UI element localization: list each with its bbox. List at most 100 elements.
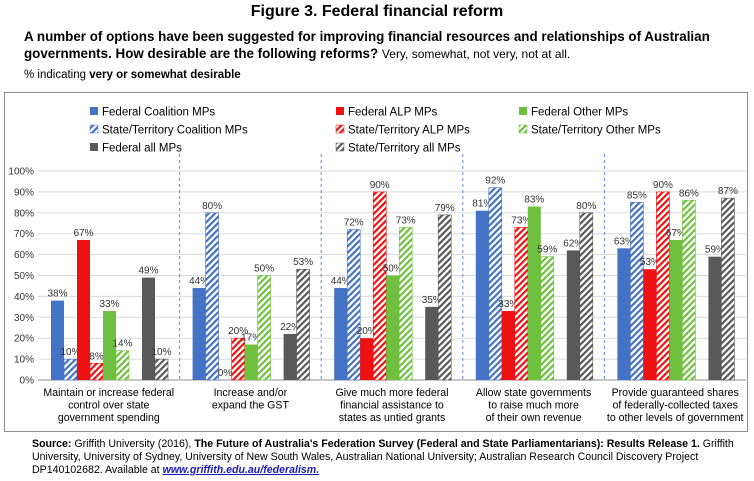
legend-swatch-federal-alp-mps: [336, 107, 344, 115]
data-label-federal-all-mps: 35%: [422, 295, 442, 306]
data-label-state-territory-alp-mps: 90%: [653, 180, 673, 191]
y-tick-label: 0%: [20, 376, 35, 387]
bar-federal-other-mps: [386, 275, 400, 380]
data-label-state-territory-all-mps: 87%: [718, 186, 738, 197]
bar-federal-other-mps: [527, 206, 541, 380]
bar-state-territory-alp-mps: [89, 362, 104, 381]
bar-federal-other-mps: [669, 239, 683, 380]
bar-federal-all-mps: [425, 306, 439, 380]
bar-federal-coalition-mps: [51, 300, 64, 380]
data-label-federal-other-mps: 50%: [383, 264, 403, 275]
data-label-state-territory-other-mps: 86%: [679, 188, 699, 199]
bar-state-territory-all-mps: [721, 197, 735, 381]
y-tick-label: 60%: [14, 250, 34, 261]
data-label-federal-coalition-mps: 81%: [472, 199, 492, 210]
bar-federal-other-mps: [103, 311, 116, 380]
data-label-state-territory-coalition-mps: 80%: [202, 201, 222, 212]
data-label-state-territory-other-mps: 50%: [254, 264, 274, 275]
legend-label-state-territory-other-mps: State/Territory Other MPs: [531, 125, 661, 137]
note-bold: very or somewhat desirable: [89, 69, 241, 81]
data-label-federal-all-mps: 59%: [705, 245, 725, 256]
y-tick-label: 80%: [14, 208, 34, 219]
bar-state-territory-all-mps: [296, 268, 310, 381]
legend-label-state-territory-all-mps: State/Territory all MPs: [348, 143, 461, 155]
bar-federal-alp-mps: [360, 338, 374, 380]
category-label: Allow state governments: [476, 387, 591, 399]
bar-federal-coalition-mps: [334, 288, 348, 380]
bar-state-territory-other-mps: [682, 199, 696, 381]
bar-state-territory-coalition-mps: [346, 229, 361, 381]
data-label-federal-alp-mps: 20%: [357, 326, 377, 337]
category-label: expand the GST: [212, 400, 290, 412]
source-link[interactable]: www.griffith.edu.au/federalism.: [162, 464, 320, 476]
question-scale: Very, somewhat, not very, not at all.: [381, 47, 571, 61]
legend-swatch-state-territory-alp-mps: [335, 124, 345, 134]
y-tick-label: 20%: [14, 334, 34, 345]
data-label-state-territory-alp-mps: 20%: [228, 326, 248, 337]
bar-state-territory-coalition-mps: [488, 187, 503, 381]
bar-federal-all-mps: [142, 277, 155, 380]
question-text: A number of options have been suggested …: [24, 29, 710, 61]
legend-label-state-territory-alp-mps: State/Territory ALP MPs: [348, 125, 470, 137]
category-label: Increase and/or: [214, 387, 288, 399]
bar-state-territory-other-mps: [257, 275, 271, 381]
bar-federal-alp-mps: [77, 239, 90, 380]
bar-state-territory-other-mps: [398, 227, 413, 381]
chart-frame: [4, 92, 748, 432]
bar-state-territory-coalition-mps: [205, 212, 219, 381]
bar-federal-coalition-mps: [475, 210, 489, 380]
legend-label-state-territory-coalition-mps: State/Territory Coalition MPs: [102, 125, 248, 137]
bar-chart: Federal Coalition MPs Federal ALP MPs Fede…: [8, 107, 746, 424]
y-tick-label: 10%: [14, 355, 34, 366]
legend-swatch-federal-other-mps: [519, 107, 527, 115]
bar-state-territory-alp-mps: [514, 227, 529, 381]
category-label: of their own revenue: [486, 412, 582, 424]
bar-federal-coalition-mps: [617, 248, 631, 380]
data-label-state-territory-alp-mps: 8%: [89, 351, 104, 362]
legend-swatch-state-territory-other-mps: [518, 124, 528, 134]
data-label-state-territory-all-mps: 79%: [435, 203, 455, 214]
bar-state-territory-alp-mps: [656, 191, 670, 381]
category-label: control over state: [68, 400, 149, 412]
bar-state-territory-other-mps: [540, 256, 555, 381]
bar-federal-other-mps: [244, 344, 258, 380]
data-label-state-territory-all-mps: 80%: [576, 201, 596, 212]
y-tick-label: 40%: [14, 292, 34, 303]
data-label-federal-coalition-mps: 44%: [331, 276, 351, 287]
bar-state-territory-all-mps: [437, 214, 452, 381]
survey-question: A number of options have been suggested …: [24, 28, 744, 63]
data-label-federal-other-mps: 17%: [241, 332, 261, 343]
y-tick-label: 70%: [14, 229, 34, 240]
percentage-note: % indicating very or somewhat desirable: [24, 69, 241, 81]
data-label-state-territory-coalition-mps: 10%: [60, 347, 80, 358]
bar-federal-alp-mps: [643, 269, 657, 380]
data-label-federal-alp-mps: 0%: [218, 368, 233, 379]
y-tick-label: 100%: [8, 167, 34, 178]
category-label: of federally-collected taxes: [612, 400, 737, 412]
data-label-state-territory-all-mps: 53%: [293, 257, 313, 268]
category-label: states as untied grants: [339, 412, 446, 424]
bar-federal-coalition-mps: [192, 288, 206, 380]
bar-state-territory-all-mps: [579, 212, 594, 381]
category-label: financial assistance to: [340, 400, 444, 412]
data-label-state-territory-other-mps: 14%: [112, 339, 132, 350]
legend-swatch-federal-all-mps: [90, 143, 98, 151]
data-label-federal-coalition-mps: 63%: [614, 236, 634, 247]
source-title: The Future of Australia's Federation Sur…: [194, 438, 700, 450]
source-label: Source:: [32, 438, 72, 450]
data-label-state-territory-other-mps: 73%: [396, 215, 416, 226]
category-label: Give much more federal: [335, 387, 448, 399]
category-label: Provide guaranteed shares: [612, 387, 739, 399]
data-label-federal-other-mps: 33%: [99, 299, 119, 310]
data-label-federal-coalition-mps: 38%: [47, 289, 67, 300]
data-label-federal-other-mps: 83%: [524, 195, 544, 206]
data-label-federal-all-mps: 49%: [138, 266, 158, 277]
bar-state-territory-all-mps: [154, 358, 169, 381]
category-label: government spending: [58, 412, 160, 424]
y-tick-label: 30%: [14, 313, 34, 324]
bar-federal-alp-mps: [501, 311, 515, 380]
category-label: Maintain or increase federal: [43, 387, 174, 399]
bar-state-territory-alp-mps: [231, 337, 245, 381]
bar-federal-all-mps: [283, 334, 297, 380]
legend-swatch-state-territory-all-mps: [335, 142, 345, 152]
